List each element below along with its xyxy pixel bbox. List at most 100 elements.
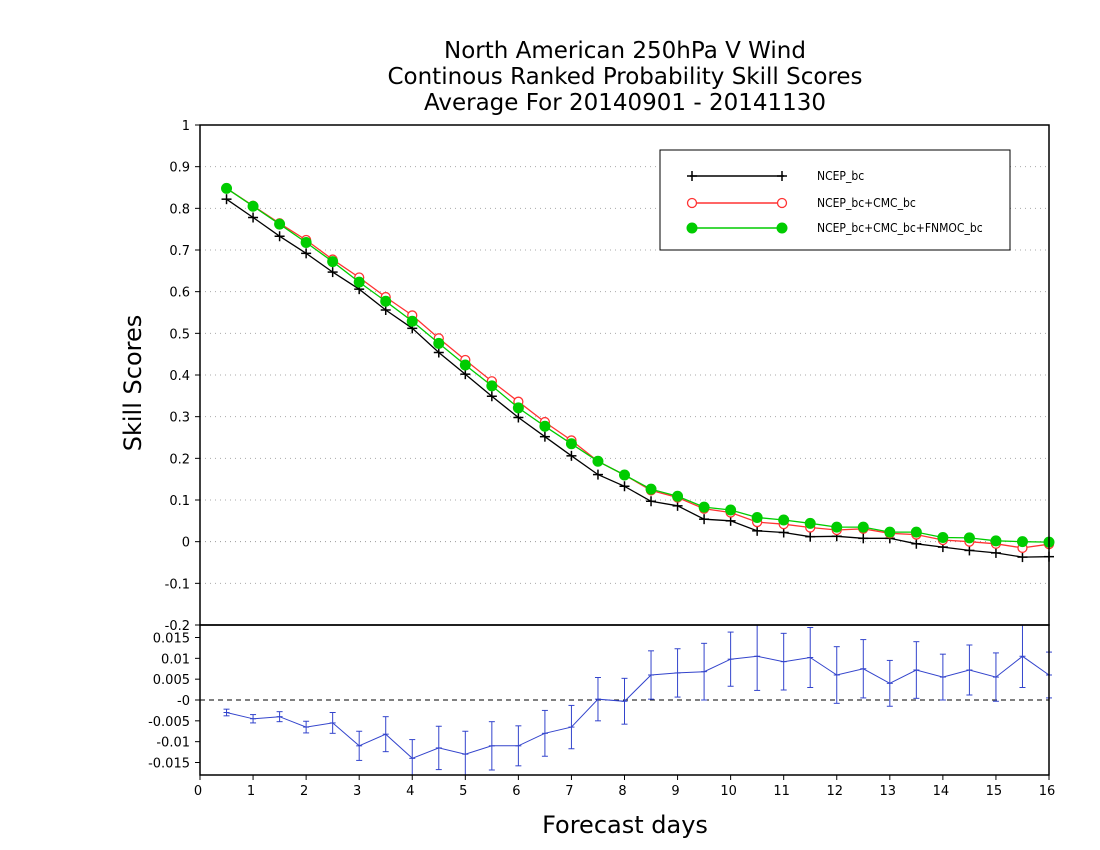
error-bar: [807, 627, 814, 688]
plus-marker: [805, 531, 816, 542]
axes: [195, 124, 1050, 780]
tick-labels: -0.2 -0.1 0 0.1 0.2 0.3 0.4 0.5 0.6 0.7 0.8 0.9 1 -0.…: [148, 119, 1055, 799]
plus-marker: [646, 496, 657, 507]
x-tick-label: 10: [720, 784, 737, 799]
plus-marker: [566, 450, 577, 461]
error-bar: [488, 721, 495, 771]
top-y-tick-label: 0.2: [169, 452, 190, 467]
filled-circle-marker: [804, 517, 816, 529]
bottom-y-tick-label: -0.015: [148, 757, 190, 772]
legend-box: [659, 149, 1011, 251]
x-tick-label: 0: [194, 784, 202, 799]
series-3: [221, 182, 1055, 548]
top-y-tick-label: -0.1: [165, 577, 190, 592]
error-bar: [594, 677, 601, 722]
filled-circle-marker: [380, 295, 392, 307]
legend-label: NCEP_bc: [817, 169, 864, 183]
error-bar: [966, 644, 973, 696]
filled-circle-marker: [619, 469, 630, 481]
filled-circle-marker: [884, 526, 896, 538]
plus-marker: [752, 525, 763, 536]
bottom-y-tick-label: 0.015: [153, 632, 190, 647]
filled-circle-marker: [327, 256, 339, 268]
error-bar: [674, 648, 681, 698]
x-tick-label: 1: [247, 784, 255, 799]
filled-circle-marker: [221, 182, 233, 194]
x-tick-label: 16: [1039, 784, 1056, 799]
filled-circle-marker: [459, 359, 471, 371]
plus-marker: [513, 412, 524, 423]
error-bar: [860, 639, 867, 699]
error-bar: [356, 730, 363, 761]
x-tick-label: 14: [933, 784, 950, 799]
top-y-tick-label: 0.9: [169, 161, 190, 176]
difference-series: [223, 625, 1052, 775]
error-bar: [382, 716, 389, 753]
top-y-tick-label: 0.6: [169, 286, 190, 301]
error-bar: [913, 641, 920, 699]
error-bar: [621, 677, 628, 725]
bottom-panel-series: [223, 625, 1052, 775]
error-bar: [833, 646, 840, 704]
x-tick-label: 7: [565, 784, 573, 799]
top-y-tick-label: 0.3: [169, 411, 190, 426]
filled-circle-marker: [963, 532, 975, 544]
filled-circle-marker: [274, 218, 286, 230]
x-tick-label: 3: [353, 784, 361, 799]
filled-circle-marker: [512, 402, 524, 414]
plus-marker: [592, 469, 603, 480]
filled-circle-marker: [831, 521, 843, 533]
x-tick-label: 12: [826, 784, 843, 799]
filled-circle-marker: [486, 380, 498, 392]
top-y-tick-label: 0.7: [169, 244, 190, 259]
plus-marker: [274, 231, 285, 242]
x-tick-label: 5: [459, 784, 467, 799]
top-y-tick-label: 0.4: [169, 369, 190, 384]
top-y-tick-label: 1: [182, 119, 190, 134]
filled-circle-marker: [725, 504, 737, 516]
bottom-y-tick-label: 0.005: [153, 673, 190, 688]
filled-circle-marker: [539, 420, 551, 432]
chart-title-line-3: Average For 20140901 - 20141130: [424, 90, 826, 116]
error-bar: [780, 632, 787, 691]
x-tick-label: 2: [300, 784, 308, 799]
error-bar: [250, 714, 257, 724]
series-line: [226, 198, 1050, 558]
bottom-y-tick-label: -0.01: [156, 736, 190, 751]
plus-marker: [327, 267, 338, 278]
axis-labels: Forecast days Skill Scores: [119, 315, 708, 839]
plus-marker: [221, 194, 232, 205]
plus-marker: [687, 171, 697, 181]
filled-circle-marker: [565, 438, 577, 450]
top-panel-series: [221, 182, 1055, 563]
filled-circle-marker: [686, 222, 698, 234]
error-bar: [992, 652, 999, 702]
error-bar: [648, 650, 655, 700]
top-y-tick-label: 0.8: [169, 202, 190, 217]
bottom-y-tick-label: 0.01: [161, 652, 190, 667]
plus-marker: [248, 212, 259, 223]
filled-circle-marker: [1016, 536, 1028, 548]
top-y-tick-label: 0: [182, 536, 190, 551]
error-bar: [409, 739, 416, 775]
error-bar: [541, 709, 548, 757]
difference-line: [226, 655, 1050, 759]
plus-marker: [539, 431, 550, 442]
x-tick-label: 11: [773, 784, 790, 799]
filled-circle-marker: [406, 315, 418, 327]
plus-marker: [699, 514, 710, 525]
x-axis-label: Forecast days: [542, 811, 708, 839]
filled-circle-marker: [990, 535, 1002, 547]
legend-entry-1: NCEP_bc: [687, 169, 864, 183]
top-y-tick-label: -0.2: [165, 619, 190, 634]
error-bar: [303, 720, 310, 734]
open-circle-marker: [776, 197, 788, 209]
filled-circle-marker: [857, 521, 869, 533]
filled-circle-marker: [910, 526, 922, 538]
legend-entry-2: NCEP_bc+CMC_bc: [686, 196, 916, 210]
error-bar: [435, 725, 442, 771]
error-bar: [223, 708, 230, 717]
filled-circle-marker: [645, 483, 657, 495]
filled-circle-marker: [247, 200, 259, 212]
